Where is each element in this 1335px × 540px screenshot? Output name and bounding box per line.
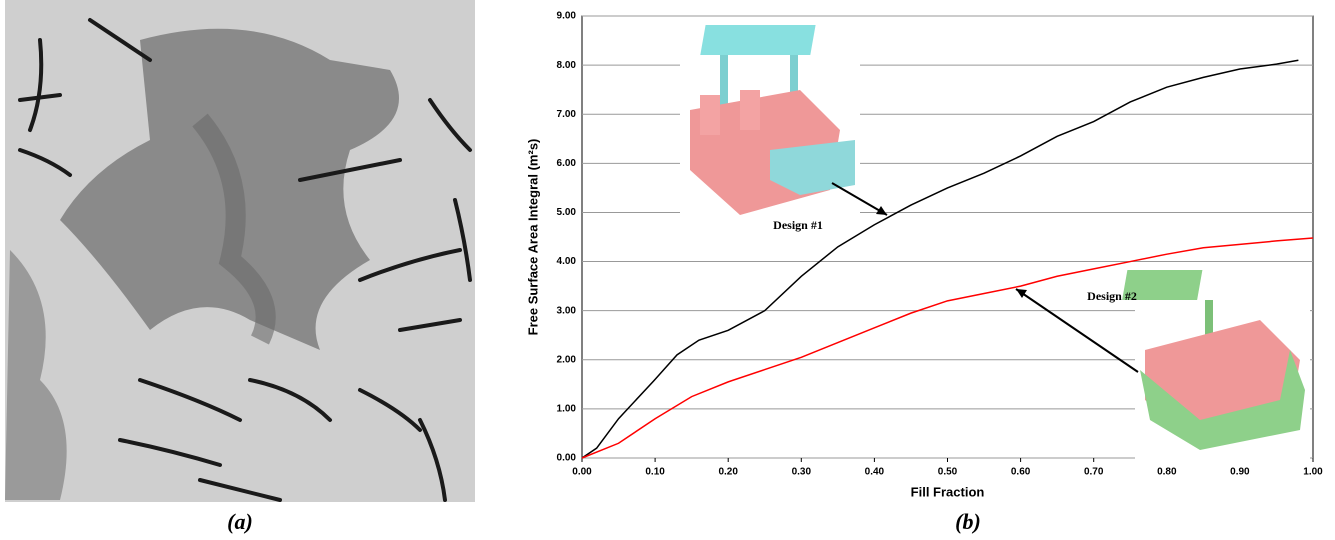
x-tick-label: 0.30 <box>792 467 812 478</box>
x-tick-label: 0.70 <box>1084 467 1104 478</box>
x-tick-label: 1.00 <box>1303 467 1323 478</box>
x-tick-label: 0.00 <box>572 467 592 478</box>
design-1-model <box>680 18 860 218</box>
y-axis-label: Free Surface Area Integral (m²s) <box>525 139 540 336</box>
y-tick-label: 3.00 <box>557 305 577 316</box>
x-axis-label: Fill Fraction <box>911 484 985 499</box>
annotation: Design #1 <box>773 218 823 232</box>
annotation: Design #2 <box>1087 289 1137 303</box>
x-tick-label: 0.10 <box>645 467 665 478</box>
arrow-heads <box>876 206 1027 298</box>
design-2-model <box>1122 262 1310 462</box>
y-tick-label: 9.00 <box>557 11 577 22</box>
y-tick-label: 7.00 <box>557 109 577 120</box>
y-tick-label: 8.00 <box>557 60 577 71</box>
caption: (b) <box>955 509 981 534</box>
x-tick-label: 0.50 <box>938 467 958 478</box>
y-tick-label: 6.00 <box>557 158 577 169</box>
x-tick-label: 0.90 <box>1230 467 1250 478</box>
micrograph <box>5 0 475 502</box>
x-tick-label: 0.20 <box>718 467 738 478</box>
y-tick-label: 0.00 <box>557 453 577 464</box>
y-tick-label: 2.00 <box>557 354 577 365</box>
x-tick-label: 0.80 <box>1157 467 1177 478</box>
x-tick-label: 0.60 <box>1011 467 1031 478</box>
figure: 0.00 1.00 2.00 3.00 4.00 5.00 6.00 7.00 8.00 9.00… <box>0 0 1335 540</box>
y-tick-label: 5.00 <box>557 207 577 218</box>
caption: (a) <box>227 509 253 534</box>
x-tick-label: 0.40 <box>865 467 885 478</box>
y-tick-label: 1.00 <box>557 404 577 415</box>
y-tick-label: 4.00 <box>557 256 577 267</box>
